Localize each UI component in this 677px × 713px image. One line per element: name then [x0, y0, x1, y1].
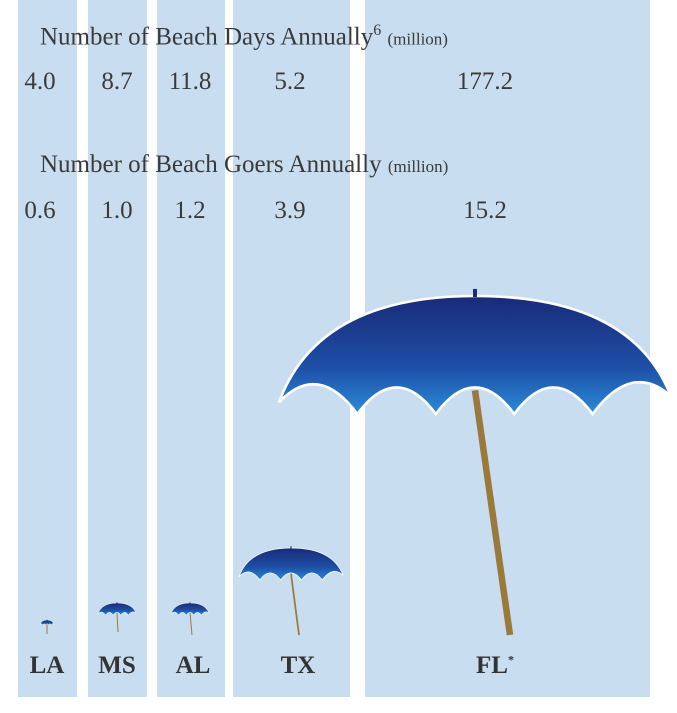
heading-days: Number of Beach Days Annually6 (million): [40, 22, 448, 51]
state-label: FL*: [476, 652, 514, 680]
state-label: MS: [98, 652, 136, 680]
days-value: 8.7: [101, 68, 132, 96]
state-label: AL: [176, 652, 211, 680]
state-label: TX: [281, 652, 316, 680]
days-value: 4.0: [24, 68, 55, 96]
umbrellas: [0, 0, 677, 713]
days-value: 11.8: [169, 68, 212, 96]
days-value: 5.2: [274, 68, 305, 96]
state-name: TX: [281, 652, 316, 679]
umbrella-part: [117, 613, 118, 632]
goers-value: 1.2: [174, 197, 205, 225]
heading-goers: Number of Beach Goers Annually (million): [40, 151, 448, 179]
goers-value: 15.2: [463, 197, 507, 225]
umbrella-part: [190, 613, 192, 635]
state-name: FL: [476, 652, 508, 679]
goers-value: 3.9: [274, 197, 305, 225]
goers-value: 0.6: [24, 197, 55, 225]
footnote-mark: *: [508, 653, 514, 667]
umbrella-part: [291, 574, 299, 635]
state-name: MS: [98, 652, 136, 679]
goers-value: 1.0: [101, 197, 132, 225]
state-name: AL: [176, 652, 211, 679]
umbrella-part: [475, 390, 510, 635]
state-name: LA: [30, 652, 65, 679]
infographic: Number of Beach Days Annually6 (million)…: [0, 0, 677, 713]
state-label: LA: [30, 652, 65, 680]
days-value: 177.2: [457, 68, 513, 96]
